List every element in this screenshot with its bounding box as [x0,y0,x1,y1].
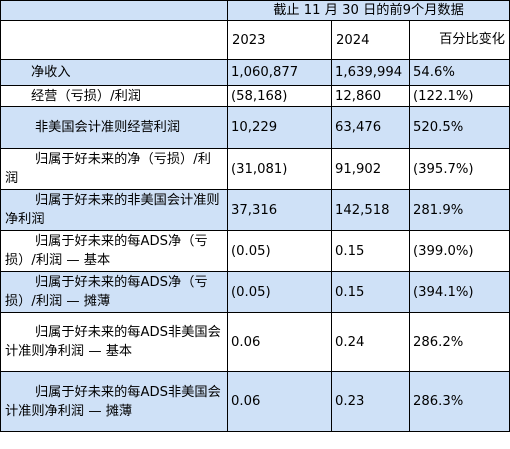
row-label: 净收入 [0,59,228,86]
year-2024-header: 2024 [331,20,410,60]
header-empty-cell [0,0,228,21]
row-label: 归属于好未来的每ADS净（亏损）/利润 — 摊薄 [0,271,228,313]
value-2023: (0.05) [227,271,332,313]
value-2024: 0.15 [331,271,410,313]
pct-change: 286.2% [409,312,510,372]
table-row: 归属于好未来的每ADS非美国会计准则净利润 — 基本 0.06 0.24 286… [0,312,510,372]
header-year-row: 2023 2024 百分比变化 [0,20,510,60]
row-label: 归属于好未来的每ADS非美国会计准则净利润 — 基本 [0,312,228,372]
pct-change: 54.6% [409,59,510,86]
pct-change: 281.9% [409,189,510,231]
value-2023: (31,081) [227,148,332,190]
value-2024: 0.15 [331,230,410,272]
table-row: 归属于好未来的非美国会计准则净利润 37,316 142,518 281.9% [0,189,510,231]
value-2024: 0.24 [331,312,410,372]
table-row: 净收入 1,060,877 1,639,994 54.6% [0,59,510,86]
value-2024: 1,639,994 [331,59,410,86]
value-2024: 91,902 [331,148,410,190]
row-label: 归属于好未来的每ADS非美国会计准则净利润 — 摊薄 [0,371,228,432]
value-2023: 10,229 [227,106,332,149]
row-label: 经营（亏损）/利润 [0,85,228,107]
pct-change: 286.3% [409,371,510,432]
value-2023: 0.06 [227,312,332,372]
table-row: 归属于好未来的每ADS非美国会计准则净利润 — 摊薄 0.06 0.23 286… [0,371,510,432]
pct-change-header: 百分比变化 [409,20,510,60]
table-row: 归属于好未来的每ADS净（亏损）/利润 — 摊薄 (0.05) 0.15 (39… [0,271,510,313]
value-2024: 0.23 [331,371,410,432]
table-row: 非美国会计准则经营利润 10,229 63,476 520.5% [0,106,510,149]
financial-summary-table: 截止 11 月 30 日的前9个月数据 2023 2024 百分比变化 净收入 … [0,0,510,432]
row-label: 归属于好未来的净（亏损）/利润 [0,148,228,190]
table-row: 归属于好未来的每ADS净（亏损）/利润 — 基本 (0.05) 0.15 (39… [0,230,510,272]
value-2023: 37,316 [227,189,332,231]
header-label-cell [0,20,228,60]
row-label: 非美国会计准则经营利润 [0,106,228,149]
value-2023: (58,168) [227,85,332,107]
pct-change: (395.7%) [409,148,510,190]
value-2024: 12,860 [331,85,410,107]
pct-change: (122.1%) [409,85,510,107]
table-row: 经营（亏损）/利润 (58,168) 12,860 (122.1%) [0,85,510,107]
year-2023-header: 2023 [227,20,332,60]
value-2024: 142,518 [331,189,410,231]
pct-change: (394.1%) [409,271,510,313]
value-2024: 63,476 [331,106,410,149]
row-label: 归属于好未来的非美国会计准则净利润 [0,189,228,231]
period-header: 截止 11 月 30 日的前9个月数据 [227,0,510,21]
pct-change: (399.0%) [409,230,510,272]
value-2023: 0.06 [227,371,332,432]
pct-change: 520.5% [409,106,510,149]
header-period-row: 截止 11 月 30 日的前9个月数据 [0,0,510,21]
value-2023: (0.05) [227,230,332,272]
value-2023: 1,060,877 [227,59,332,86]
row-label: 归属于好未来的每ADS净（亏损）/利润 — 基本 [0,230,228,272]
table-row: 归属于好未来的净（亏损）/利润 (31,081) 91,902 (395.7%) [0,148,510,190]
